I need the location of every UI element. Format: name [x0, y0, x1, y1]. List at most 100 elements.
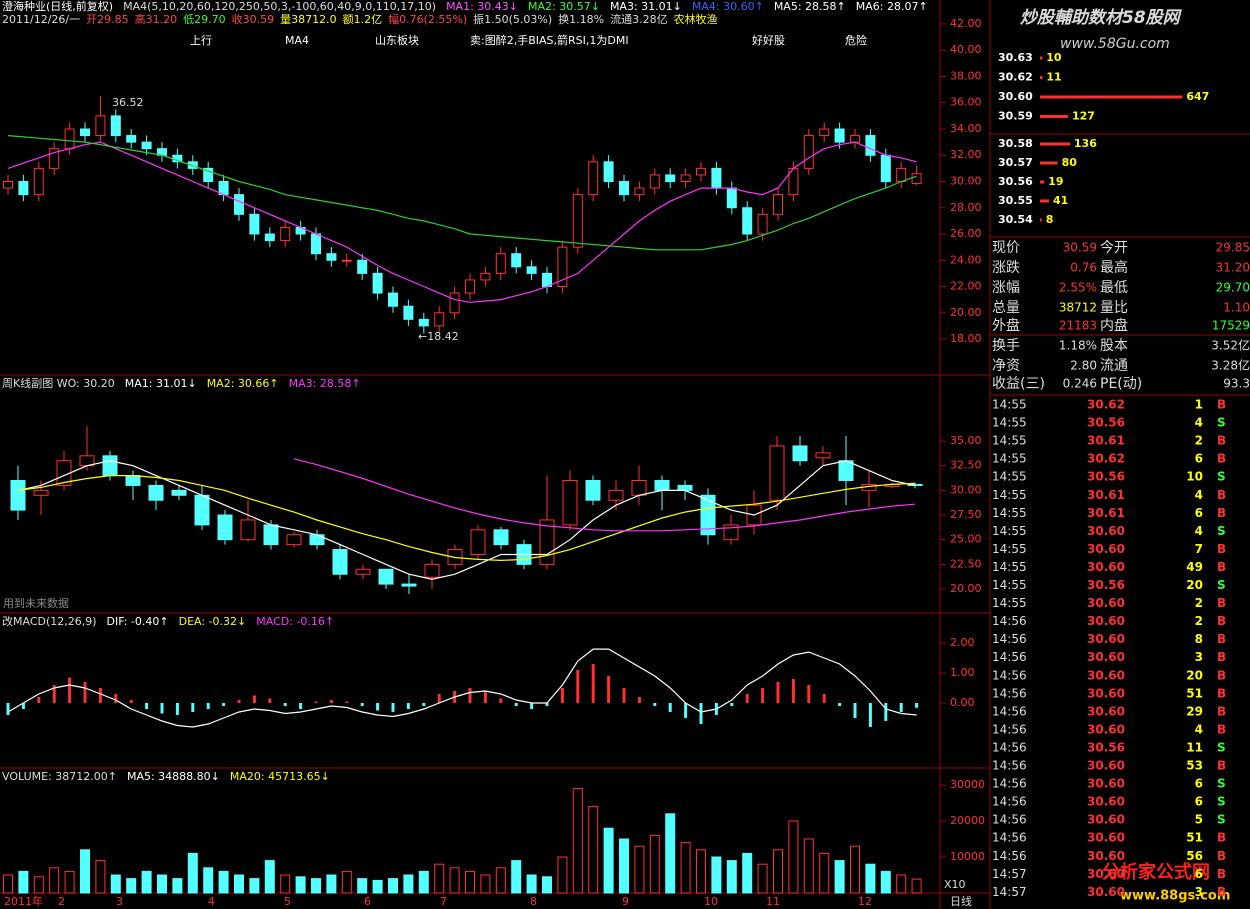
book-volume: 10	[1046, 51, 1062, 64]
y-tick-label: 36.00	[950, 96, 982, 109]
volume-bar	[95, 860, 106, 894]
trade-volume: 51	[1186, 831, 1203, 845]
trade-price: 30.60	[1087, 813, 1125, 827]
book-bar	[1040, 199, 1050, 203]
legend-text: DEA: -0.32↓	[179, 615, 247, 628]
signal-label: 卖:图醉2,手BIAS,箭RSI,1为DMI	[470, 33, 629, 47]
candle-body	[33, 167, 44, 196]
volume-bar	[880, 870, 891, 894]
candle-body	[539, 519, 555, 565]
candle-body	[526, 266, 537, 274]
trade-volume: 8	[1195, 632, 1203, 646]
volume-bar	[280, 874, 291, 894]
book-price: 30.57	[998, 156, 1033, 169]
candle-body	[280, 226, 291, 242]
trade-volume: 2	[1195, 434, 1203, 448]
candle-body	[585, 479, 601, 501]
candle-body	[148, 484, 164, 501]
y-tick-label: 1.00	[950, 666, 975, 679]
y-tick-label: 34.00	[950, 122, 982, 135]
candle-body	[372, 272, 383, 294]
candle-body	[562, 479, 578, 526]
x-tick-label: 7	[440, 895, 447, 908]
quote-value: 21183	[1059, 319, 1097, 333]
x-tick-label: 10	[704, 895, 718, 908]
y-tick-label: 2.00	[950, 636, 975, 649]
volume-bar	[542, 876, 552, 894]
trade-side: S	[1217, 416, 1226, 430]
book-bar	[1040, 218, 1042, 222]
quote-label: 内盘	[1100, 317, 1128, 334]
candle-body	[95, 115, 106, 137]
trade-time: 14:55	[992, 452, 1027, 466]
candle-body	[418, 318, 429, 327]
trade-side: B	[1217, 560, 1226, 574]
quote-value: 29.85	[1216, 241, 1250, 255]
legend-text: MA5: 28.58↑	[774, 0, 846, 13]
candle-body	[434, 312, 445, 327]
volume-bar	[18, 870, 29, 894]
book-bar	[1040, 95, 1183, 99]
candle-body	[403, 305, 414, 320]
volume-bar	[742, 852, 753, 894]
volume-bar	[465, 870, 475, 894]
trade-time: 14:55	[992, 578, 1027, 592]
trade-price: 30.60	[1087, 759, 1125, 773]
x-tick-label: 8	[530, 895, 537, 908]
candle-body	[3, 181, 13, 189]
candle-body	[896, 167, 907, 183]
candle-body	[711, 167, 722, 189]
trade-price: 30.61	[1087, 488, 1125, 502]
trade-side: B	[1217, 867, 1226, 881]
x-tick-label: 9	[622, 895, 629, 908]
book-volume: 80	[1062, 156, 1078, 169]
candle-body	[911, 173, 922, 184]
candle-body	[815, 452, 831, 459]
volume-bar	[110, 874, 121, 894]
candle-body	[424, 563, 440, 578]
candle-body	[680, 174, 691, 183]
candle-body	[838, 460, 854, 481]
candle-body	[588, 161, 599, 196]
legend-text: MA3: 31.01↓	[610, 0, 682, 13]
signal-label: 上行	[190, 34, 212, 47]
trade-volume: 1	[1195, 398, 1203, 412]
trade-price: 30.60	[1087, 560, 1125, 574]
trade-price: 30.60	[1087, 632, 1125, 646]
volume-bar	[187, 852, 198, 894]
volume-bar	[80, 849, 90, 894]
book-bar	[1040, 76, 1043, 79]
candle-body	[696, 167, 706, 176]
quote-label: 换手	[992, 337, 1020, 354]
trade-price: 30.60	[1087, 704, 1125, 718]
candle-body	[631, 479, 647, 496]
trade-time: 14:55	[992, 470, 1027, 484]
quote-label: PE(动)	[1100, 376, 1142, 392]
trade-price: 30.60	[1087, 777, 1125, 791]
candle-body	[217, 514, 233, 541]
quote-label: 最低	[1100, 280, 1128, 296]
legend-text: 幅0.76(2.55%)	[388, 13, 467, 26]
trade-side: B	[1217, 632, 1226, 646]
y-tick-label: 20.00	[950, 306, 982, 319]
volume-bar	[434, 863, 445, 894]
trade-side: B	[1217, 722, 1226, 736]
volume-bar	[711, 856, 722, 894]
y-tick-label: 28.00	[950, 201, 982, 214]
book-bar	[1040, 56, 1043, 60]
trade-time: 14:55	[992, 560, 1027, 574]
candle-body	[33, 489, 49, 496]
trade-time: 14:56	[992, 722, 1027, 736]
trade-price: 30.60	[1087, 686, 1125, 700]
trade-side: B	[1217, 596, 1226, 610]
candle-body	[355, 568, 371, 575]
candle-body	[465, 279, 475, 294]
trade-volume: 6	[1195, 795, 1203, 809]
legend-text: MA4: 30.60↑	[692, 0, 764, 13]
trade-price: 30.62	[1087, 398, 1125, 412]
trade-time: 14:56	[992, 831, 1027, 845]
candle-body	[171, 489, 187, 496]
trade-price: 30.60	[1087, 867, 1125, 881]
legend-text: 澄海种业(日线,前复权)	[2, 0, 113, 13]
